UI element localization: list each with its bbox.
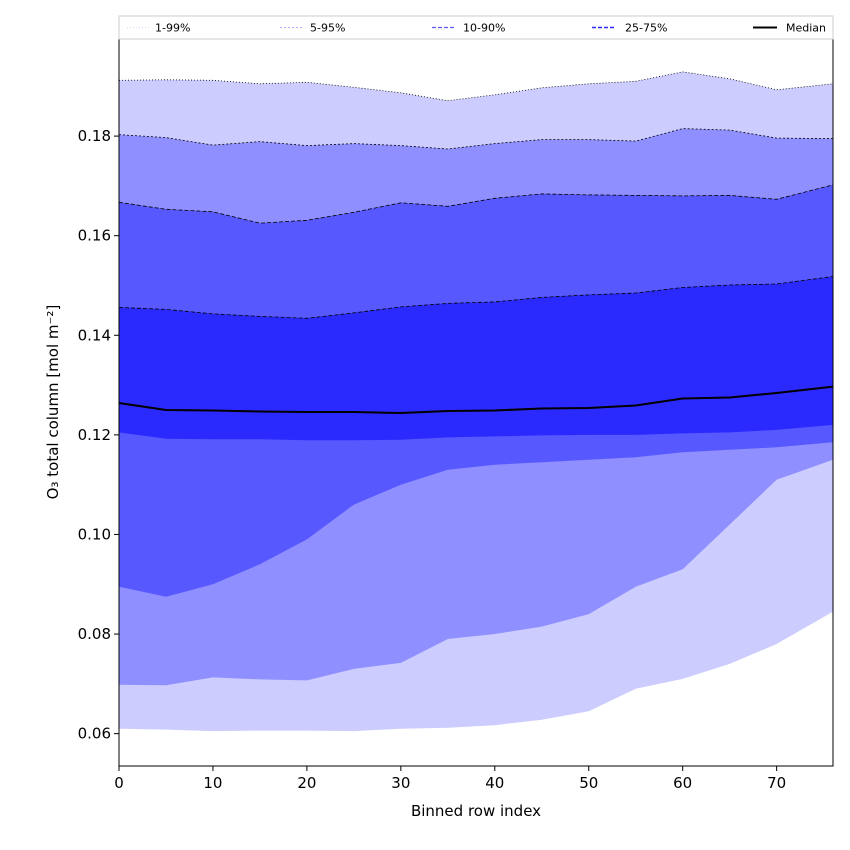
x-axis-label: Binned row index — [411, 802, 541, 820]
band-4 — [119, 276, 833, 441]
median-line — [118, 385, 834, 415]
x-tick-label: 20 — [297, 774, 316, 792]
legend-label-p5_95: 5-95% — [310, 22, 345, 35]
band-1-upper-edge — [118, 71, 834, 102]
x-tick-label: 10 — [203, 774, 222, 792]
plot-area — [118, 38, 834, 767]
legend-label-p1_99: 1-99% — [155, 22, 190, 35]
percentile-bands — [118, 71, 834, 732]
legend-label-p10_90: 10-90% — [463, 22, 505, 35]
y-axis-ticks: 0.06 0.08 0.10 0.12 0.14 0.16 0.18 — [78, 127, 119, 743]
y-tick-label: 0.18 — [78, 127, 111, 145]
x-axis-ticks: 0 10 20 30 40 50 60 70 — [114, 766, 786, 792]
y-tick-label: 0.16 — [78, 227, 111, 245]
x-tick-label: 30 — [391, 774, 410, 792]
x-tick-label: 70 — [767, 774, 786, 792]
legend-label-p25_75: 25-75% — [625, 22, 667, 35]
band-4-upper-edge — [118, 276, 834, 319]
band-3-upper-edge — [118, 184, 834, 224]
y-axis-label: O₃ total column [mol m⁻²] — [44, 305, 62, 500]
y-tick-label: 0.14 — [78, 326, 111, 344]
x-tick-label: 0 — [114, 774, 124, 792]
x-tick-label: 60 — [673, 774, 692, 792]
legend-label-median: Median — [786, 22, 826, 35]
y-tick-label: 0.06 — [78, 725, 111, 743]
x-tick-label: 40 — [485, 774, 504, 792]
y-tick-label: 0.12 — [78, 426, 111, 444]
legend: 1-99% 5-95% 10-90% 25-75% Median — [118, 15, 834, 40]
x-tick-label: 50 — [579, 774, 598, 792]
y-tick-label: 0.10 — [78, 525, 111, 543]
legend-box — [118, 15, 834, 40]
band-2-upper-edge — [118, 128, 834, 150]
y-tick-label: 0.08 — [78, 625, 111, 643]
